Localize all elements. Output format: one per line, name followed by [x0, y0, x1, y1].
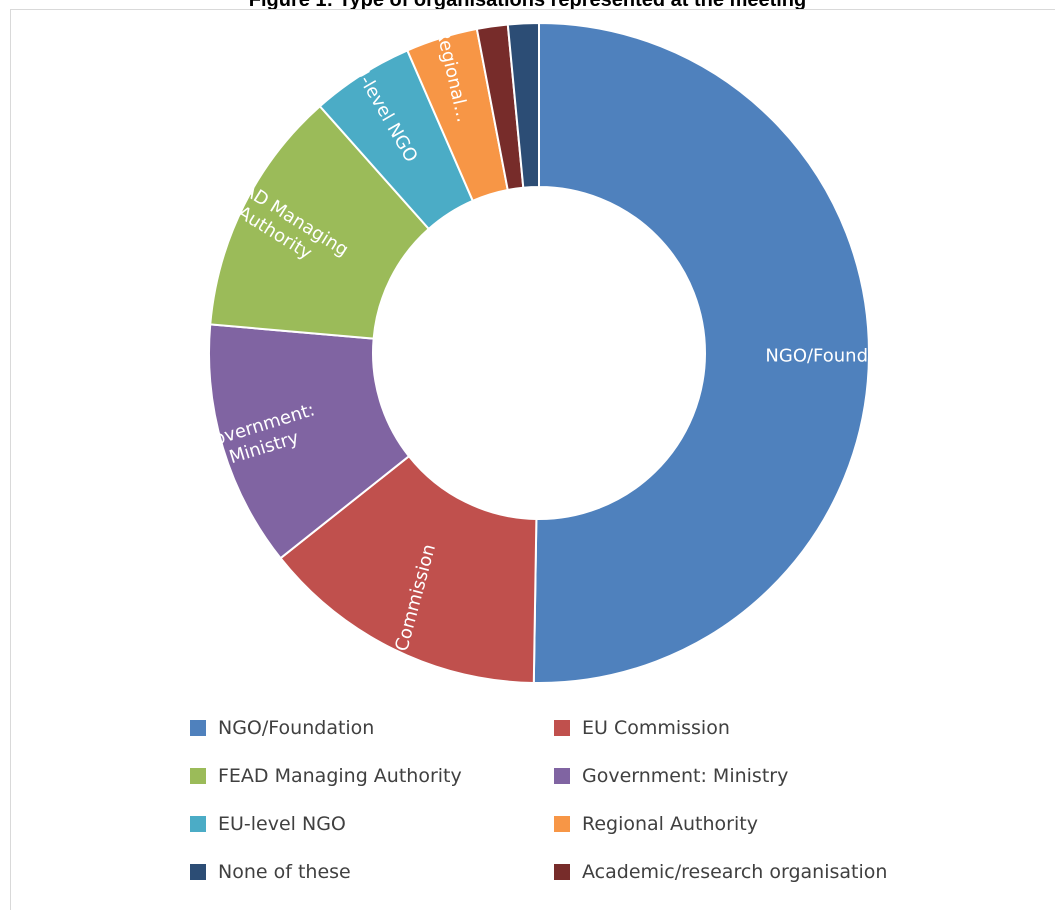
legend-label: FEAD Managing Authority — [218, 765, 462, 787]
legend-swatch — [554, 768, 570, 784]
legend-swatch — [554, 864, 570, 880]
legend-swatch — [190, 864, 206, 880]
slice-government-ministry — [208, 323, 411, 560]
legend-item: FEAD Managing Authority — [190, 764, 462, 788]
chart-title: Figure 1: Type of organisations represen… — [248, 0, 807, 11]
legend-swatch — [554, 816, 570, 832]
legend-swatch — [190, 816, 206, 832]
data-label: NGO/Foundation — [765, 345, 913, 366]
legend-item: EU Commission — [554, 716, 730, 740]
legend-label: EU-level NGO — [218, 813, 346, 835]
legend-item: Government: Ministry — [554, 764, 788, 788]
legend-swatch — [190, 768, 206, 784]
slice-none-of-these — [506, 21, 540, 189]
legend-item: EU-level NGO — [190, 812, 346, 836]
chart-area — [10, 9, 1055, 910]
legend-item: NGO/Foundation — [190, 716, 374, 740]
legend-label: Academic/research organisation — [582, 861, 888, 883]
legend-label: NGO/Foundation — [218, 717, 375, 739]
legend-item: Academic/research organisation — [554, 860, 887, 884]
legend-item: None of these — [190, 860, 351, 884]
slice-fead-managing-authority — [209, 104, 431, 340]
legend-label: Government: Ministry — [582, 765, 789, 787]
legend-label: None of these — [218, 861, 351, 883]
legend-swatch — [190, 720, 206, 736]
legend-label: Regional Authority — [582, 813, 758, 835]
legend-item: Regional Authority — [554, 812, 758, 836]
slice-ngo-foundation — [532, 21, 870, 684]
legend-swatch — [554, 720, 570, 736]
legend-label: EU Commission — [582, 717, 730, 739]
slice-eu-commission — [279, 454, 538, 684]
